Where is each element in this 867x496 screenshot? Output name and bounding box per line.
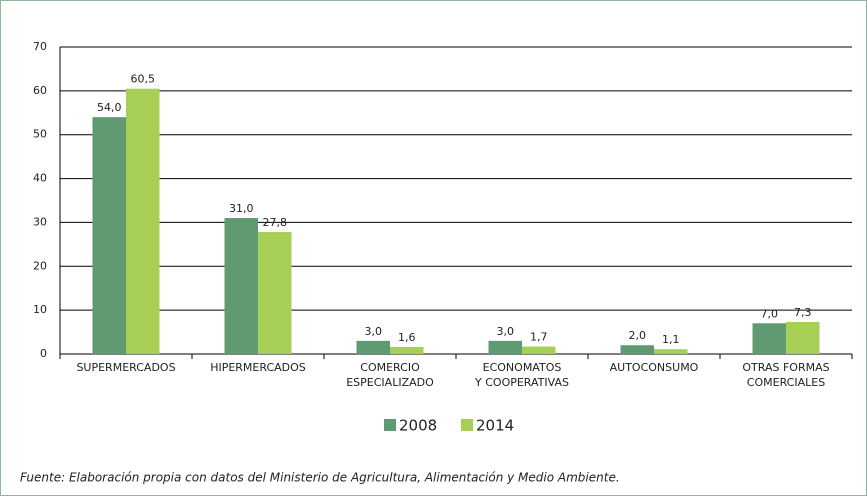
x-tick-label: COMERCIO ESPECIALIZADO — [346, 361, 434, 389]
legend-swatch — [384, 419, 396, 431]
source-note: Fuente: Elaboración propia con datos del… — [20, 471, 620, 485]
bar — [488, 340, 522, 354]
bar — [620, 345, 654, 354]
value-label: 60,5 — [131, 73, 156, 86]
value-label: 7,3 — [794, 306, 812, 319]
bar — [92, 117, 126, 355]
y-tick-label: 60 — [33, 84, 47, 97]
x-tick-label: ECONOMATOS Y COOPERATIVAS — [474, 361, 569, 389]
y-tick-label: 40 — [33, 172, 47, 185]
x-tick-label: SUPERMERCADOS — [76, 361, 175, 374]
bar — [654, 349, 688, 354]
bar — [522, 346, 556, 354]
x-tick-label: HIPERMERCADOS — [210, 361, 306, 374]
legend-swatch — [461, 419, 473, 431]
value-label: 54,0 — [97, 101, 122, 114]
y-tick-label: 70 — [33, 40, 47, 53]
bar — [786, 321, 820, 354]
y-tick-label: 30 — [33, 215, 47, 228]
y-tick-label: 50 — [33, 128, 47, 141]
y-tick-label: 20 — [33, 259, 47, 272]
value-label: 1,7 — [530, 331, 548, 344]
x-tick-label: OTRAS FORMAS COMERCIALES — [742, 361, 829, 389]
value-label: 2,0 — [629, 329, 647, 342]
value-label: 27,8 — [263, 216, 288, 229]
value-label: 1,6 — [398, 331, 416, 344]
value-label: 31,0 — [229, 202, 254, 215]
legend-label: 2008 — [399, 417, 437, 435]
bar — [126, 88, 160, 355]
value-label: 1,1 — [662, 333, 680, 346]
bar — [258, 232, 292, 354]
value-label: 7,0 — [761, 307, 779, 320]
y-tick-label: 0 — [40, 347, 47, 360]
value-label: 3,0 — [365, 325, 383, 338]
legend-label: 2014 — [476, 417, 514, 435]
y-tick-label: 10 — [33, 303, 47, 316]
bar — [224, 218, 258, 354]
bar — [390, 346, 424, 354]
value-label: 3,0 — [497, 325, 515, 338]
bar — [356, 340, 390, 354]
x-tick-label: AUTOCONSUMO — [610, 361, 699, 374]
bar — [752, 323, 786, 354]
